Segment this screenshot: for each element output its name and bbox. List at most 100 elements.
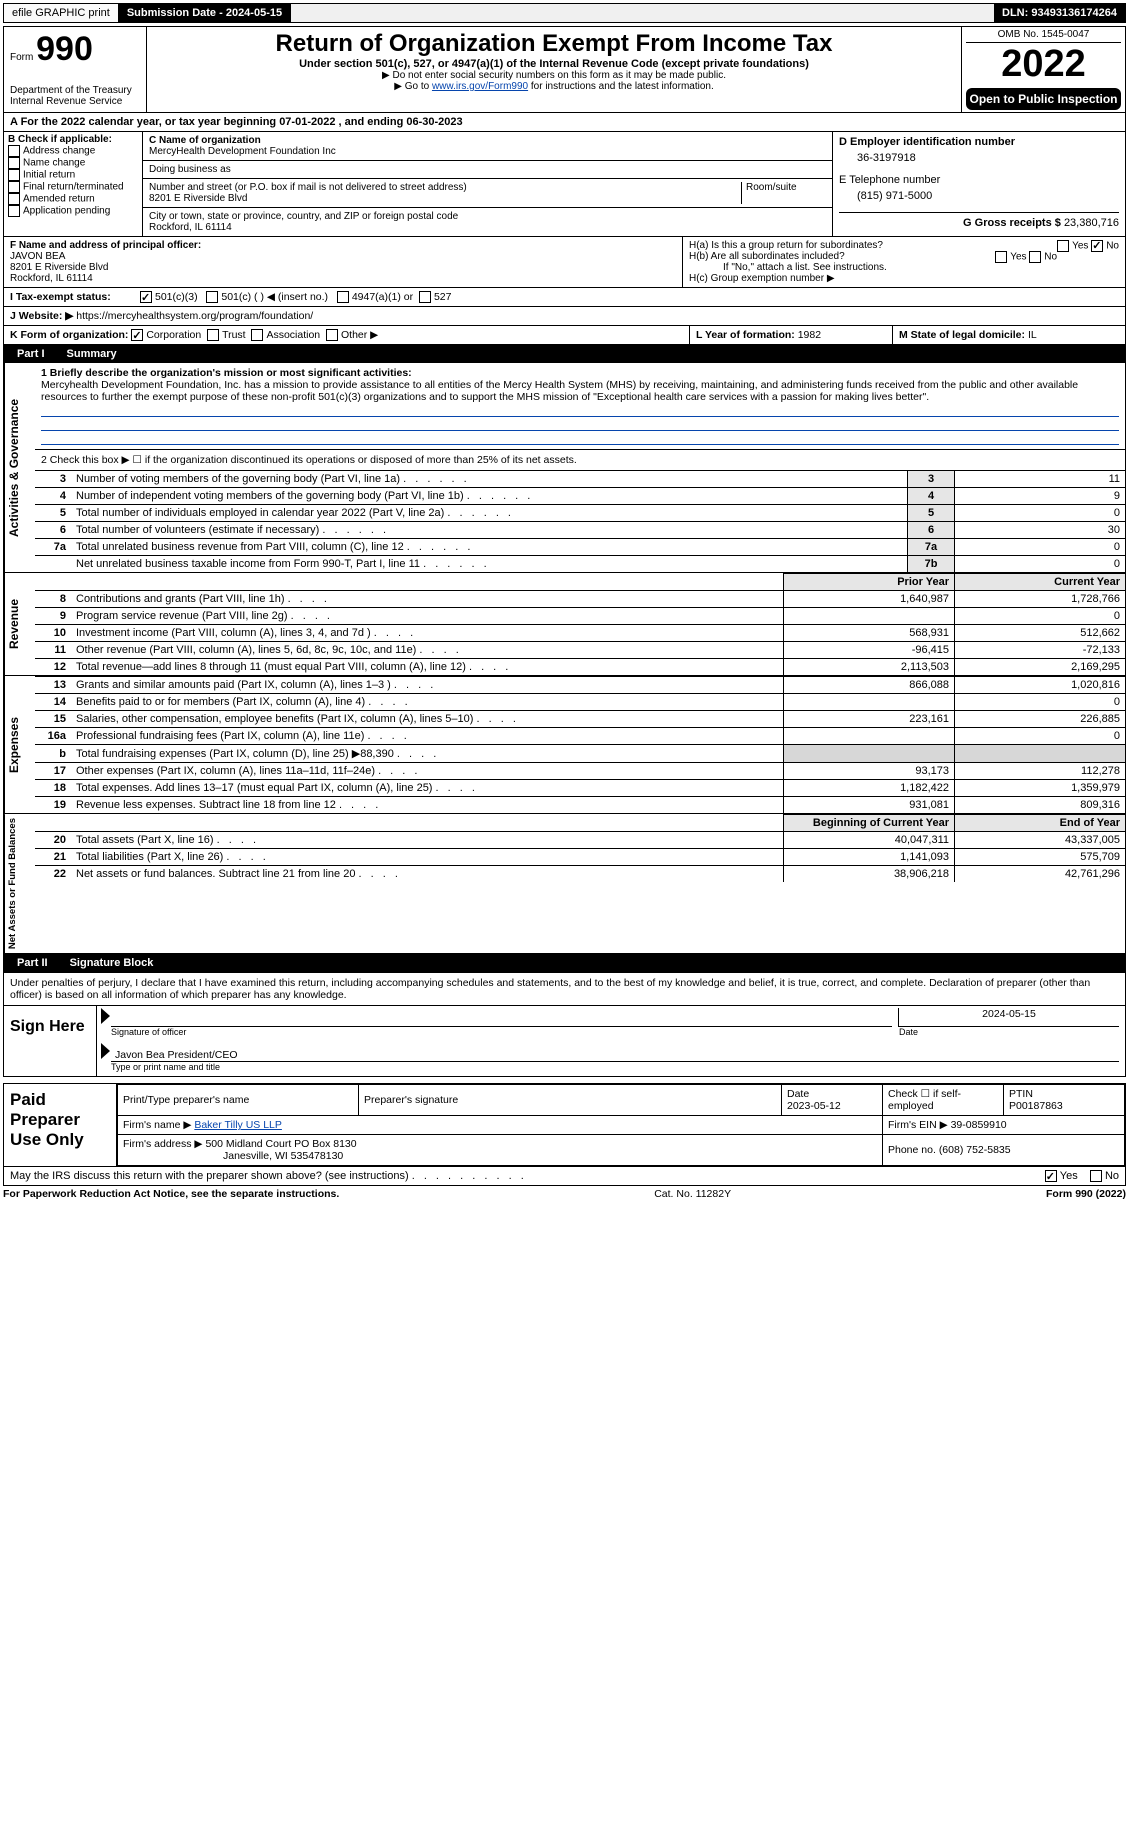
arrow-icon xyxy=(101,1043,110,1059)
hb-yes[interactable] xyxy=(995,251,1007,263)
f-city: Rockford, IL 61114 xyxy=(10,273,93,284)
paid-preparer-label: Paid Preparer Use Only xyxy=(4,1084,117,1166)
mission-blank-line xyxy=(41,417,1119,431)
table-row: 13 Grants and similar amounts paid (Part… xyxy=(35,677,1125,694)
signature-block: Under penalties of perjury, I declare th… xyxy=(3,972,1126,1077)
f-street: 8201 E Riverside Blvd xyxy=(10,262,108,273)
ha: H(a) Is this a group return for subordin… xyxy=(689,240,1119,251)
hb-no[interactable] xyxy=(1029,251,1041,263)
sidebar-expenses: Expenses xyxy=(4,676,35,813)
ha-yes[interactable] xyxy=(1057,240,1069,252)
table-row: 14 Benefits paid to or for members (Part… xyxy=(35,694,1125,711)
form-header: Form 990 Department of the Treasury Inte… xyxy=(3,26,1126,113)
table-row: b Total fundraising expenses (Part IX, c… xyxy=(35,745,1125,763)
check-name[interactable] xyxy=(8,157,20,169)
part1-header: Part I Summary xyxy=(3,345,1126,363)
check-address[interactable] xyxy=(8,145,20,157)
expenses-table: 13 Grants and similar amounts paid (Part… xyxy=(35,676,1125,813)
fin-header-row-na: Beginning of Current Year End of Year xyxy=(35,815,1125,832)
hc: H(c) Group exemption number ▶ xyxy=(689,273,1119,284)
check-amended[interactable] xyxy=(8,193,20,205)
org-name: MercyHealth Development Foundation Inc xyxy=(149,146,336,157)
table-row: 22 Net assets or fund balances. Subtract… xyxy=(35,866,1125,883)
entity-block: B Check if applicable: Address change Na… xyxy=(3,132,1126,345)
dept1: Department of the Treasury xyxy=(10,85,140,96)
line-a: A For the 2022 calendar year, or tax yea… xyxy=(3,113,1126,132)
check-initial[interactable] xyxy=(8,169,20,181)
dept2: Internal Revenue Service xyxy=(10,96,140,107)
open-public: Open to Public Inspection xyxy=(966,88,1121,110)
hb-note: If "No," attach a list. See instructions… xyxy=(689,262,1119,273)
street: 8201 E Riverside Blvd xyxy=(149,193,247,204)
governance-table: 3 Number of voting members of the govern… xyxy=(35,470,1125,572)
footer: For Paperwork Reduction Act Notice, see … xyxy=(3,1188,1126,1200)
table-row: 17 Other expenses (Part IX, column (A), … xyxy=(35,763,1125,780)
officer-signature-field[interactable] xyxy=(111,1008,892,1027)
phone-label: E Telephone number xyxy=(839,174,1119,186)
table-row: 7a Total unrelated business revenue from… xyxy=(35,539,1125,556)
line-2: 2 Check this box ▶ ☐ if the organization… xyxy=(35,449,1125,470)
table-row: 3 Number of voting members of the govern… xyxy=(35,471,1125,488)
check-final[interactable] xyxy=(8,181,20,193)
governance-block: Activities & Governance 1 Briefly descri… xyxy=(3,363,1126,573)
paid-preparer-block: Paid Preparer Use Only Print/Type prepar… xyxy=(3,1083,1126,1167)
table-row: 16a Professional fundraising fees (Part … xyxy=(35,728,1125,745)
netassets-table: Beginning of Current Year End of Year 20… xyxy=(35,814,1125,882)
discuss-no[interactable] xyxy=(1090,1170,1102,1182)
signature-date: 2024-05-15 xyxy=(898,1008,1119,1027)
table-row: 18 Total expenses. Add lines 13–17 (must… xyxy=(35,780,1125,797)
expenses-block: Expenses 13 Grants and similar amounts p… xyxy=(3,676,1126,814)
table-row: 12 Total revenue—add lines 8 through 11 … xyxy=(35,659,1125,676)
sidebar-netassets: Net Assets or Fund Balances xyxy=(4,814,35,953)
table-row: 4 Number of independent voting members o… xyxy=(35,488,1125,505)
discuss-yes[interactable] xyxy=(1045,1170,1057,1182)
dln: DLN: 93493136174264 xyxy=(994,4,1125,22)
paid-header-row: Print/Type preparer's name Preparer's si… xyxy=(118,1085,1125,1116)
website: https://mercyhealthsystem.org/program/fo… xyxy=(76,310,313,322)
firm-address-row: Firm's address ▶ 500 Midland Court PO Bo… xyxy=(118,1135,1125,1166)
table-row: 11 Other revenue (Part VIII, column (A),… xyxy=(35,642,1125,659)
i-527[interactable] xyxy=(419,291,431,303)
header-sub2: ▶ Do not enter social security numbers o… xyxy=(153,70,955,81)
org-name-label: C Name of organization xyxy=(149,135,261,146)
check-pending[interactable] xyxy=(8,205,20,217)
sign-here-label: Sign Here xyxy=(4,1006,97,1076)
mission-label: 1 Briefly describe the organization's mi… xyxy=(41,367,412,379)
gross-value: 23,380,716 xyxy=(1064,217,1119,229)
f-label: F Name and address of principal officer: xyxy=(10,240,201,251)
k-trust[interactable] xyxy=(207,329,219,341)
k-other[interactable] xyxy=(326,329,338,341)
signature-declaration: Under penalties of perjury, I declare th… xyxy=(4,973,1125,1006)
firm-name-link[interactable]: Baker Tilly US LLP xyxy=(194,1119,282,1131)
arrow-icon xyxy=(101,1008,110,1024)
i-501c3[interactable] xyxy=(140,291,152,303)
revenue-table: Prior Year Current Year 8 Contributions … xyxy=(35,573,1125,675)
section-l: L Year of formation: 1982 xyxy=(690,326,893,344)
f-name: JAVON BEA xyxy=(10,251,65,262)
table-row: 20 Total assets (Part X, line 16) . . . … xyxy=(35,832,1125,849)
table-row: 19 Revenue less expenses. Subtract line … xyxy=(35,797,1125,814)
revenue-block: Revenue Prior Year Current Year 8 Contri… xyxy=(3,573,1126,676)
footer-right: Form 990 (2022) xyxy=(1046,1188,1126,1200)
sidebar-revenue: Revenue xyxy=(4,573,35,675)
k-corp[interactable] xyxy=(131,329,143,341)
k-assoc[interactable] xyxy=(251,329,263,341)
ha-no[interactable] xyxy=(1091,240,1103,252)
sidebar-governance: Activities & Governance xyxy=(4,363,35,572)
section-b: B Check if applicable: Address change Na… xyxy=(4,132,143,236)
table-row: 5 Total number of individuals employed i… xyxy=(35,505,1125,522)
dots: . . . . . . . . . . xyxy=(412,1170,527,1182)
section-k: K Form of organization: Corporation Trus… xyxy=(4,326,690,344)
room-label: Room/suite xyxy=(741,182,826,204)
mission-text: Mercyhealth Development Foundation, Inc.… xyxy=(41,379,1078,403)
street-label: Number and street (or P.O. box if mail i… xyxy=(149,182,467,193)
table-row: 9 Program service revenue (Part VIII, li… xyxy=(35,608,1125,625)
i-501c[interactable] xyxy=(206,291,218,303)
dba-label: Doing business as xyxy=(149,164,231,175)
submission-date: Submission Date - 2024-05-15 xyxy=(119,4,291,22)
efile-label: efile GRAPHIC print xyxy=(4,4,119,22)
phone: (815) 971-5000 xyxy=(839,186,1119,212)
irs-link[interactable]: www.irs.gov/Form990 xyxy=(432,81,528,92)
table-row: 8 Contributions and grants (Part VIII, l… xyxy=(35,591,1125,608)
i-4947[interactable] xyxy=(337,291,349,303)
